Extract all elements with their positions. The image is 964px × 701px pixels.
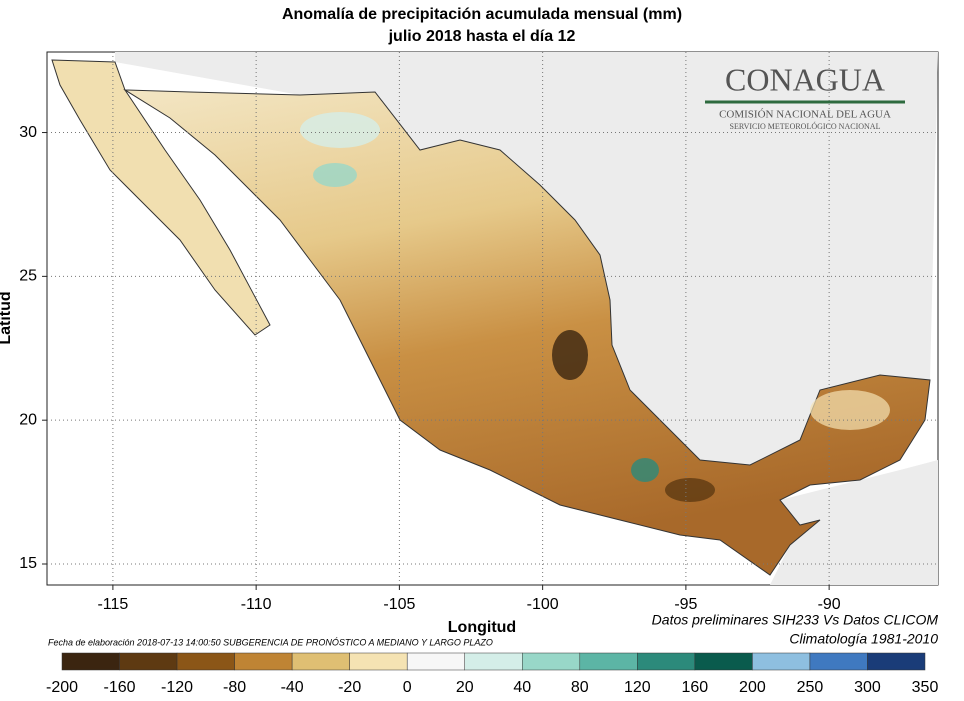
us-land <box>115 52 938 465</box>
note: Climatología 1981-2010 <box>789 631 938 647</box>
colorbar-box <box>752 652 811 671</box>
y-tick-label: 15 <box>19 555 37 572</box>
colorbar-box <box>867 652 926 671</box>
colorbar-box <box>61 652 120 671</box>
x-tick-label: -95 <box>674 596 697 613</box>
colorbar-label: 350 <box>912 679 939 696</box>
colorbar-box <box>349 652 408 671</box>
colorbar-box <box>637 652 696 671</box>
x-tick-label: -105 <box>383 596 415 613</box>
colorbar-label: 250 <box>797 679 824 696</box>
colorbar-box <box>406 652 465 671</box>
anomaly-blob <box>552 330 588 380</box>
subtitle: julio 2018 hasta el día 12 <box>388 28 576 45</box>
colorbar-box <box>291 652 350 671</box>
y-tick-label: 20 <box>19 411 37 428</box>
x-tick-label: -100 <box>527 596 559 613</box>
note: Datos preliminares SIH233 Vs Datos CLICO… <box>652 612 939 628</box>
colorbar-label: 80 <box>571 679 589 696</box>
colorbar-label: -40 <box>281 679 304 696</box>
colorbar-label: 20 <box>456 679 474 696</box>
colorbar-box <box>522 652 581 671</box>
x-tick-label: -90 <box>818 596 841 613</box>
mexico <box>123 89 931 576</box>
grid: -115 -110 -105 -100 -95 -90 15 20 25 30 <box>19 52 938 613</box>
central-america <box>770 460 938 585</box>
colorbar-label: -200 <box>46 679 78 696</box>
logo: CONAGUA COMISIÓN NACIONAL DEL AGUA SERVI… <box>705 61 905 131</box>
x-tick-label: -110 <box>241 596 272 613</box>
colorbar-box <box>119 652 178 671</box>
anomaly-blob <box>631 458 659 482</box>
baja-california <box>51 59 271 336</box>
colorbar-box <box>579 652 638 671</box>
colorbar-label: -160 <box>104 679 136 696</box>
colorbar-label: -20 <box>338 679 361 696</box>
anomaly-blob <box>300 112 380 148</box>
note: Fecha de elaboración 2018-07-13 14:00:50… <box>48 637 493 647</box>
colorbar-label: 300 <box>854 679 881 696</box>
colorbar-box <box>809 652 868 671</box>
anomaly-blob <box>810 390 890 430</box>
x-tick-label: -115 <box>97 596 128 613</box>
y-tick-label: 30 <box>19 124 37 141</box>
logo-line: COMISIÓN NACIONAL DEL AGUA <box>719 109 891 121</box>
y-axis-label: Latitud <box>0 291 14 344</box>
colorbar-box <box>234 652 293 671</box>
colorbar-label: -80 <box>223 679 246 696</box>
y-tick-label: 25 <box>19 268 37 285</box>
colorbar-label: 120 <box>624 679 651 696</box>
colorbar-label: 0 <box>403 679 412 696</box>
colorbar-label: 40 <box>513 679 531 696</box>
x-axis-label: Longitud <box>448 619 516 636</box>
colorbar-box <box>176 652 235 671</box>
colorbar-box <box>694 652 753 671</box>
colorbar: -200 -160 -120 -80 -40 -20 0 20 40 80 120 160 200 250… <box>46 652 939 696</box>
land <box>51 52 938 585</box>
logo-name: CONAGUA <box>725 61 885 97</box>
title: Anomalía de precipitación acumulada mens… <box>282 6 682 23</box>
anomaly-blob <box>313 163 357 187</box>
colorbar-label: 160 <box>682 679 709 696</box>
anomaly-blob <box>665 478 715 502</box>
colorbar-label: -120 <box>161 679 193 696</box>
logo-line: SERVICIO METEOROLÓGICO NACIONAL <box>730 121 881 131</box>
colorbar-box <box>464 652 523 671</box>
colorbar-label: 200 <box>739 679 766 696</box>
